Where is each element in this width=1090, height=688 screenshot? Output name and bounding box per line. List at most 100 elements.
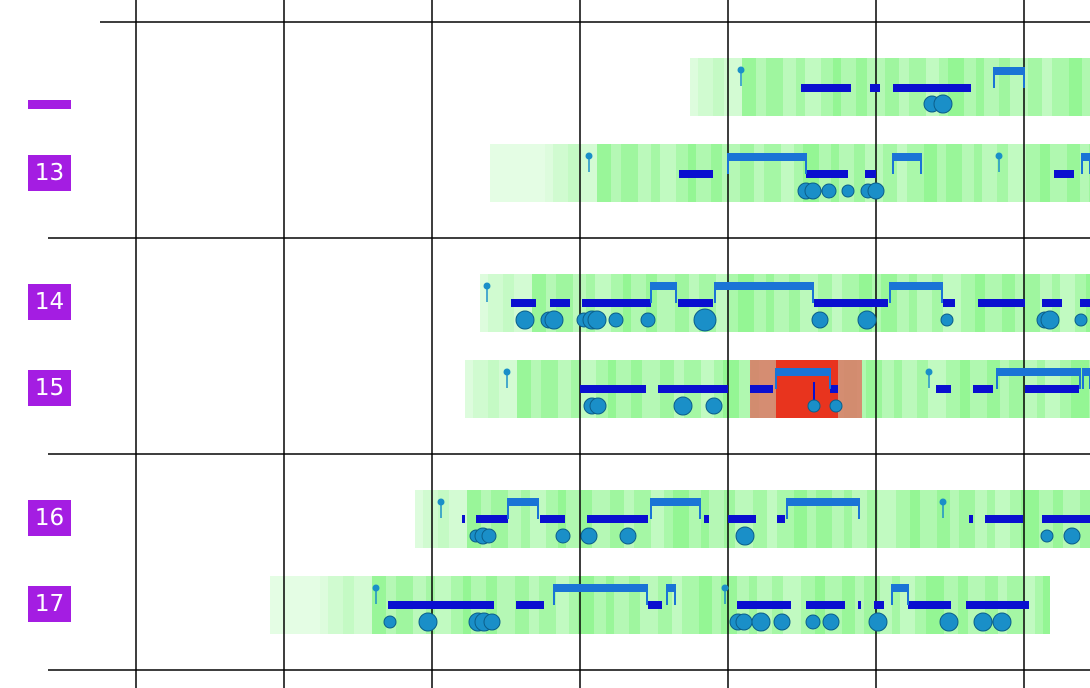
event-bar	[865, 170, 876, 178]
activity-band-segment	[499, 360, 517, 418]
activity-band-segment	[542, 144, 545, 202]
activity-band-segment	[621, 144, 638, 202]
row-label-13: 13	[28, 155, 71, 191]
activity-band-segment	[1069, 58, 1082, 116]
event-bar	[801, 84, 851, 92]
event-bar	[540, 515, 565, 523]
activity-band-segment	[629, 576, 640, 634]
event-node	[1040, 310, 1060, 330]
activity-band-segment	[597, 144, 611, 202]
activity-band-segment	[885, 58, 899, 116]
event-bar	[858, 601, 861, 609]
activity-band-segment	[642, 360, 660, 418]
event-bar	[874, 601, 884, 609]
activity-band-segment	[878, 490, 896, 548]
event-node	[867, 182, 885, 200]
event-node	[805, 614, 821, 630]
event-node	[773, 613, 791, 631]
event-link-cap	[508, 499, 538, 506]
event-bar	[1042, 515, 1090, 523]
event-bar	[943, 299, 955, 307]
activity-band-segment	[1042, 58, 1052, 116]
activity-band-segment	[997, 144, 1008, 202]
activity-band-segment	[611, 144, 621, 202]
activity-band-segment	[531, 360, 541, 418]
activity-band-segment	[924, 144, 937, 202]
activity-band-segment	[976, 58, 984, 116]
activity-band-segment	[766, 274, 774, 332]
activity-band-segment	[354, 576, 372, 634]
event-link-cap	[1083, 369, 1090, 376]
activity-band-segment	[1040, 144, 1050, 202]
event-node	[811, 311, 829, 329]
row-label-15: 15	[28, 370, 71, 406]
activity-band-segment	[729, 274, 738, 332]
activity-band-segment	[1021, 490, 1039, 548]
event-bar	[936, 385, 951, 393]
activity-band-segment	[920, 490, 937, 548]
activity-band-segment	[756, 58, 766, 116]
activity-band-segment	[723, 360, 739, 418]
event-node	[939, 612, 959, 632]
activity-band-segment	[709, 490, 724, 548]
event-bar	[806, 170, 848, 178]
activity-band-segment	[883, 144, 897, 202]
event-node	[640, 312, 656, 328]
event-bar	[814, 299, 888, 307]
event-bar	[966, 601, 1029, 609]
event-bar	[830, 385, 838, 393]
activity-band-segment	[545, 144, 553, 202]
activity-band-segment	[513, 144, 524, 202]
activity-band-segment	[892, 576, 900, 634]
event-node	[544, 310, 564, 330]
event-pin-head	[503, 368, 511, 376]
event-node	[705, 397, 723, 415]
activity-band-segment	[764, 144, 781, 202]
activity-band-segment	[975, 490, 987, 548]
activity-band-segment	[1010, 58, 1028, 116]
event-bar	[587, 515, 648, 523]
activity-band-segment	[854, 144, 865, 202]
event-bar	[1080, 299, 1090, 307]
event-pin-head	[483, 282, 491, 290]
event-link-cap	[728, 154, 806, 161]
activity-band-segment	[682, 576, 699, 634]
activity-band-segment	[672, 576, 682, 634]
activity-band-segment	[753, 490, 767, 548]
event-node	[868, 612, 888, 632]
activity-band-segment	[517, 360, 531, 418]
event-bar	[908, 601, 951, 609]
activity-band-segment	[372, 576, 386, 634]
activity-band-segment	[958, 576, 968, 634]
event-pin-head	[737, 66, 745, 74]
row-marker-bar	[28, 100, 71, 109]
activity-band-segment	[946, 144, 962, 202]
event-node	[804, 182, 822, 200]
activity-band-segment	[910, 490, 920, 548]
activity-band-segment	[343, 576, 354, 634]
event-node	[829, 399, 843, 413]
event-bar	[978, 299, 1025, 307]
activity-band-segment	[270, 576, 278, 634]
activity-band-segment	[742, 58, 756, 116]
event-bar	[704, 515, 709, 523]
activity-band-segment	[896, 490, 910, 548]
activity-band-segment	[950, 490, 959, 548]
activity-band-segment	[937, 144, 946, 202]
activity-band-segment	[1043, 576, 1050, 634]
activity-band-segment	[974, 144, 982, 202]
event-link-cap	[994, 68, 1024, 75]
row-label-17: 17	[28, 586, 71, 622]
activity-band-segment	[293, 576, 304, 634]
activity-band-segment	[999, 58, 1010, 116]
event-node	[807, 399, 821, 413]
event-bar	[476, 515, 508, 523]
activity-band-segment	[1080, 144, 1089, 202]
activity-band-segment	[962, 144, 974, 202]
activity-band-segment	[488, 360, 499, 418]
event-pin-head	[925, 368, 933, 376]
event-link-cap	[651, 499, 700, 506]
activity-band-segment	[842, 576, 855, 634]
activity-band-segment	[569, 576, 578, 634]
